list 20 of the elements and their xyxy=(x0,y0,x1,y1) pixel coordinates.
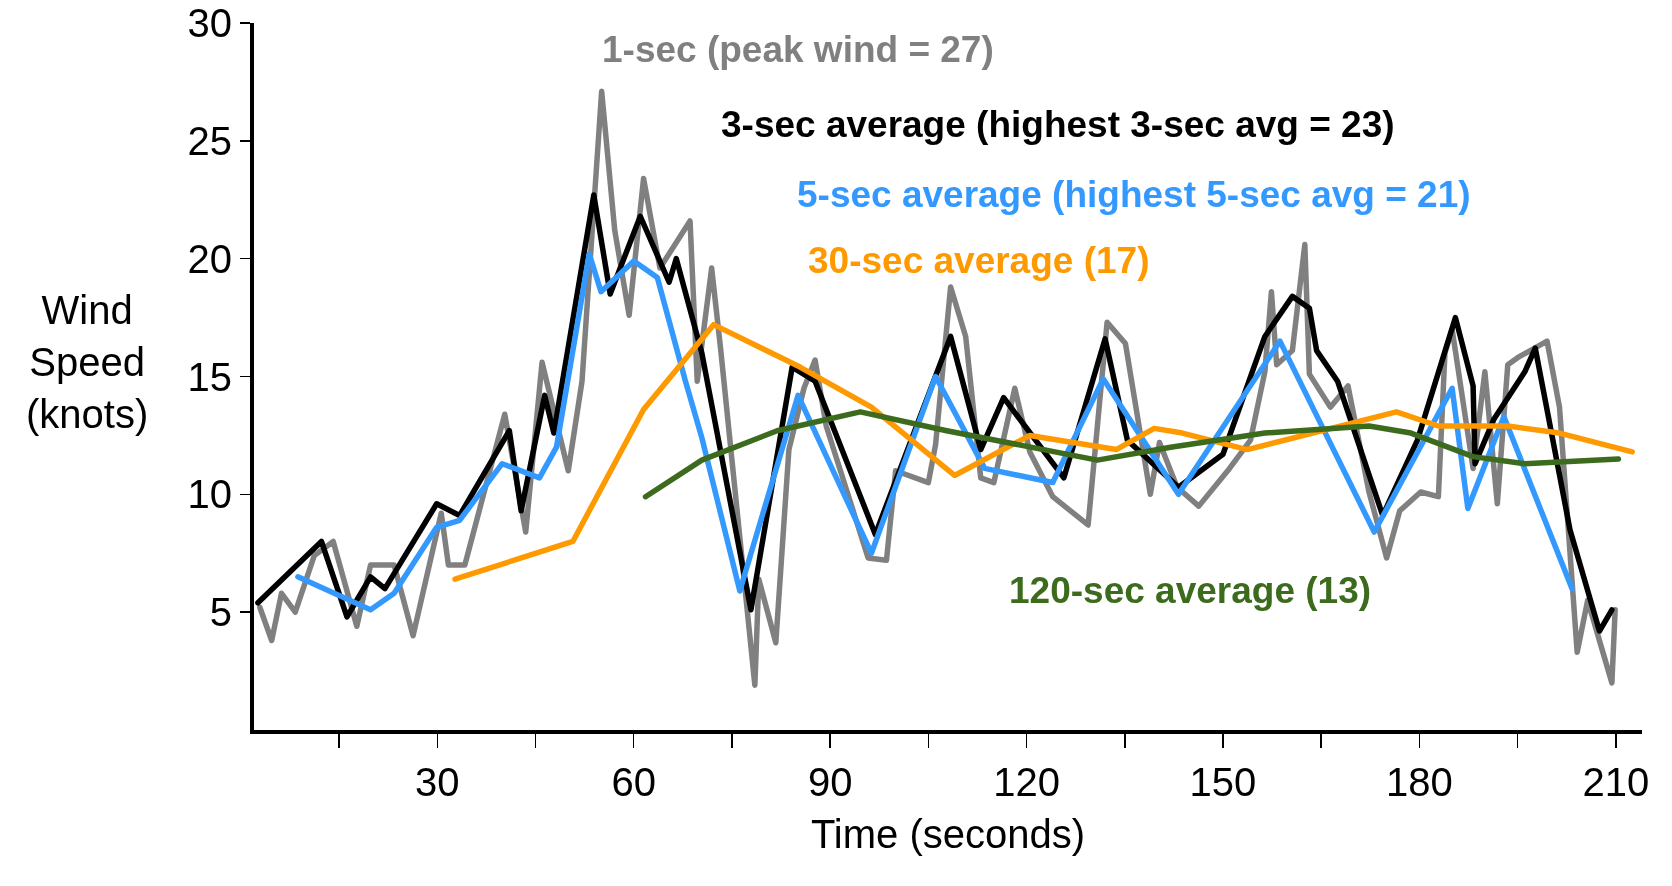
x-tick-label: 120 xyxy=(993,760,1060,804)
y-tick-label: 15 xyxy=(187,354,232,399)
text: 3-sec average (highest 3-sec avg = 23) xyxy=(721,104,1395,145)
x-tick-label: 210 xyxy=(1582,760,1650,804)
x-tick-label: 30 xyxy=(415,760,460,804)
y-axis-title: Wind Speed (knots) xyxy=(26,288,149,436)
x-tick-label: 180 xyxy=(1386,760,1453,804)
y-tick-label: 20 xyxy=(187,236,232,281)
series-label: 1-sec (peak wind = 27) xyxy=(602,29,994,70)
y-tick-label: 5 xyxy=(209,590,232,635)
y-tick-label: 25 xyxy=(187,118,232,163)
x-tick-label: 90 xyxy=(807,760,853,804)
text: 120-sec average (13) xyxy=(1009,570,1372,611)
text: 30-sec average (17) xyxy=(808,240,1150,281)
x-tick-label: 60 xyxy=(611,760,656,804)
y-tick-label: 30 xyxy=(187,1,232,45)
x-tick-label: 150 xyxy=(1189,760,1257,804)
x-axis-title: Time (seconds) xyxy=(810,812,1086,856)
text: 5-sec average (highest 5-sec avg = 21) xyxy=(797,174,1471,215)
y-tick-label: 10 xyxy=(187,472,232,517)
